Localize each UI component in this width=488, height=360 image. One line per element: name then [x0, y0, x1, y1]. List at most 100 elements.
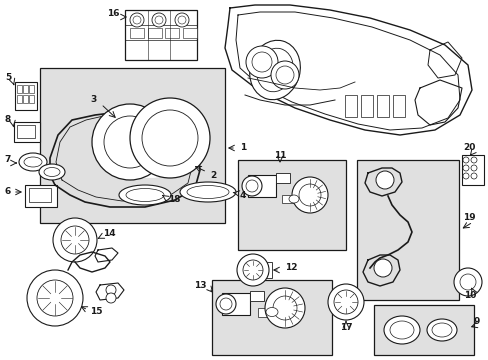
Bar — [29, 188, 51, 202]
Circle shape — [106, 293, 116, 303]
Circle shape — [333, 290, 357, 314]
Ellipse shape — [39, 164, 65, 180]
Circle shape — [462, 165, 468, 171]
Circle shape — [53, 218, 97, 262]
Circle shape — [251, 52, 271, 72]
Circle shape — [104, 116, 156, 168]
Circle shape — [264, 288, 305, 328]
Text: 20: 20 — [463, 144, 475, 153]
Circle shape — [245, 46, 278, 78]
Circle shape — [61, 226, 89, 254]
Text: 14: 14 — [103, 229, 115, 238]
Circle shape — [462, 157, 468, 163]
Circle shape — [272, 296, 296, 320]
Bar — [262, 262, 271, 278]
Text: 13: 13 — [194, 280, 206, 289]
Bar — [40, 68, 224, 223]
Bar — [249, 291, 264, 301]
Circle shape — [291, 177, 327, 213]
Ellipse shape — [106, 106, 194, 178]
Circle shape — [220, 298, 231, 310]
Bar — [17, 85, 22, 93]
Circle shape — [92, 104, 168, 180]
Bar — [17, 95, 22, 103]
Circle shape — [106, 285, 116, 295]
Text: 8: 8 — [5, 116, 11, 125]
Circle shape — [237, 254, 268, 286]
Circle shape — [178, 16, 185, 24]
Circle shape — [459, 274, 475, 290]
Ellipse shape — [431, 323, 451, 337]
Ellipse shape — [126, 189, 163, 202]
Bar — [360, 95, 372, 117]
Ellipse shape — [19, 153, 47, 171]
Bar — [23, 85, 28, 93]
Circle shape — [470, 165, 476, 171]
Circle shape — [130, 13, 143, 27]
Text: 10: 10 — [463, 291, 475, 300]
Bar — [148, 132, 162, 140]
Bar — [222, 293, 249, 315]
Ellipse shape — [249, 40, 300, 100]
Bar — [258, 308, 271, 317]
Text: 15: 15 — [90, 307, 102, 316]
Bar — [14, 122, 40, 142]
Bar — [212, 280, 331, 355]
Bar — [23, 95, 28, 103]
Circle shape — [155, 16, 163, 24]
Ellipse shape — [256, 48, 293, 92]
Circle shape — [470, 173, 476, 179]
Text: 3: 3 — [90, 95, 96, 104]
Ellipse shape — [265, 307, 278, 316]
Bar — [345, 95, 356, 117]
Text: 5: 5 — [5, 73, 11, 82]
Text: 19: 19 — [463, 213, 475, 222]
Circle shape — [216, 294, 236, 314]
Bar — [461, 155, 483, 185]
Text: 16: 16 — [107, 9, 120, 18]
Circle shape — [27, 270, 83, 326]
Bar — [356, 160, 458, 300]
Bar — [25, 185, 57, 207]
Bar — [275, 173, 289, 183]
Ellipse shape — [186, 185, 228, 198]
Ellipse shape — [119, 185, 171, 205]
Circle shape — [133, 16, 141, 24]
Circle shape — [37, 280, 73, 316]
Circle shape — [275, 66, 293, 84]
Text: 4: 4 — [240, 192, 246, 201]
Ellipse shape — [426, 319, 456, 341]
Circle shape — [130, 98, 209, 178]
Bar — [376, 95, 388, 117]
Circle shape — [453, 268, 481, 296]
Bar — [164, 28, 179, 38]
Text: 2: 2 — [209, 171, 216, 180]
Text: 6: 6 — [5, 188, 11, 197]
Bar — [29, 95, 34, 103]
Text: 11: 11 — [273, 150, 285, 159]
Ellipse shape — [180, 182, 236, 202]
Bar — [238, 160, 346, 250]
Text: 12: 12 — [285, 264, 297, 273]
Circle shape — [245, 180, 258, 192]
Circle shape — [298, 184, 320, 206]
Ellipse shape — [24, 157, 42, 167]
Bar — [183, 28, 197, 38]
Ellipse shape — [288, 195, 298, 203]
Circle shape — [152, 13, 165, 27]
Circle shape — [243, 260, 263, 280]
Bar — [130, 28, 143, 38]
Text: 7: 7 — [4, 156, 11, 165]
Bar — [17, 125, 35, 138]
Text: 17: 17 — [339, 323, 351, 332]
Circle shape — [175, 13, 189, 27]
Bar — [125, 10, 197, 60]
Circle shape — [270, 61, 298, 89]
Bar — [247, 175, 275, 197]
Bar — [15, 82, 37, 110]
Bar — [373, 305, 473, 355]
Circle shape — [142, 110, 198, 166]
Text: 9: 9 — [473, 318, 479, 327]
Circle shape — [470, 157, 476, 163]
Bar — [392, 95, 404, 117]
